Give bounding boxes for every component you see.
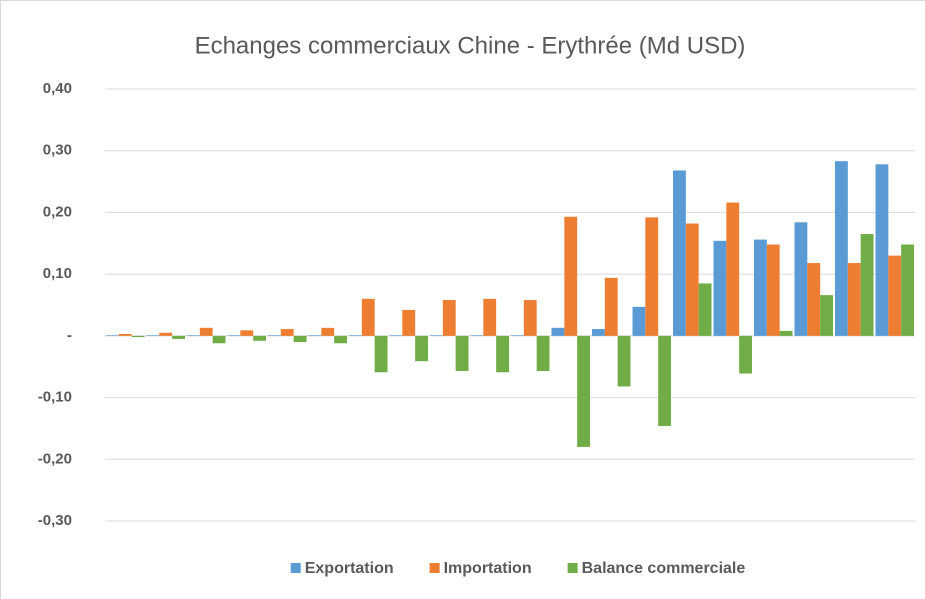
legend-label: Exportation (305, 560, 394, 577)
bar (280, 329, 294, 336)
bar (470, 335, 484, 336)
bar (658, 335, 671, 426)
bar (604, 277, 618, 336)
bar (187, 335, 200, 336)
bar (415, 335, 428, 362)
bar (293, 335, 307, 343)
bar (779, 330, 793, 336)
bar (334, 335, 347, 344)
bar (726, 202, 740, 336)
y-tick-label: 0,20 (43, 203, 72, 220)
bar (875, 164, 889, 336)
bar (118, 334, 132, 336)
bar (483, 298, 497, 336)
bar (240, 330, 254, 336)
bar (308, 335, 322, 336)
bar (389, 335, 403, 336)
y-tick-label: 0,30 (43, 142, 72, 159)
y-tick-label: -0,20 (38, 450, 72, 467)
bar (860, 234, 874, 336)
bar (766, 244, 780, 336)
bar (268, 335, 281, 336)
bar (511, 335, 524, 336)
bar (617, 335, 631, 387)
y-tick-label: -0,10 (38, 389, 72, 406)
bar (794, 222, 808, 336)
y-tick-label: 0,10 (43, 265, 72, 282)
bar (888, 255, 902, 336)
bar (592, 329, 605, 336)
bar (374, 335, 388, 373)
y-tick-label: - (67, 327, 72, 344)
bar (253, 335, 266, 341)
bar (645, 217, 659, 336)
bar (442, 300, 456, 336)
bar (820, 295, 833, 336)
bar (212, 335, 226, 344)
bar (430, 335, 443, 336)
chart-title: Echanges commerciaux Chine - Erythrée (M… (195, 32, 746, 59)
bar (321, 327, 335, 336)
bar (564, 216, 578, 336)
bar (698, 283, 712, 336)
bar (807, 263, 821, 336)
bar (523, 300, 537, 336)
legend-label: Balance commerciale (582, 560, 746, 577)
bar (172, 335, 185, 339)
bar (632, 306, 646, 336)
bar (835, 161, 848, 336)
bar (713, 240, 727, 336)
bar (199, 327, 213, 336)
bar (227, 335, 241, 336)
bar (159, 332, 173, 336)
bar (754, 239, 767, 336)
bar (673, 170, 686, 336)
bar (739, 335, 752, 374)
bar (402, 309, 416, 336)
bar (496, 335, 509, 373)
bar (146, 335, 160, 336)
bar (685, 223, 699, 336)
bar (847, 263, 861, 336)
y-tick-label: 0,40 (43, 80, 72, 97)
bar (536, 335, 550, 372)
bar (901, 244, 914, 336)
bar (131, 335, 145, 338)
bar (106, 335, 119, 336)
legend-swatch (429, 563, 440, 573)
bar (361, 298, 375, 336)
legend-swatch (290, 563, 301, 573)
bar (551, 327, 565, 336)
legend-label: Importation (444, 560, 532, 577)
y-tick-label: -0,30 (38, 512, 72, 529)
bar (577, 335, 590, 447)
bar (349, 335, 362, 336)
bar (455, 335, 469, 372)
legend-swatch (567, 563, 578, 573)
